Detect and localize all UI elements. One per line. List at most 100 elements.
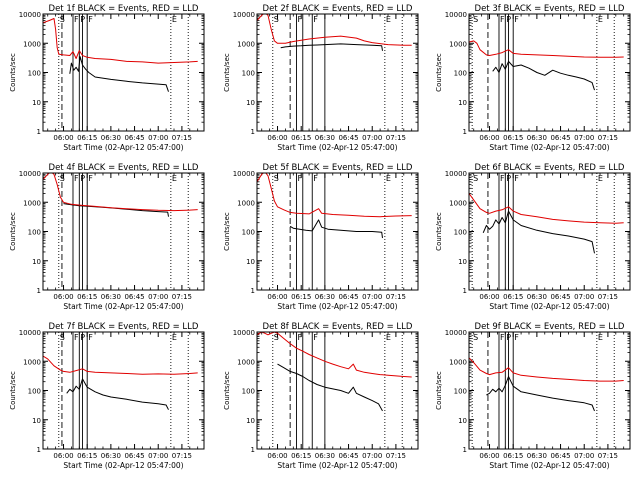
x-tick-label: 06:45 bbox=[338, 293, 358, 301]
panel-title: Det 8f BLACK = Events, RED = LLD bbox=[263, 322, 413, 332]
series-events-line bbox=[486, 376, 595, 412]
marker-label: E bbox=[172, 15, 177, 24]
y-axis-label: Counts/sec bbox=[223, 53, 231, 92]
series-lld-line bbox=[469, 193, 624, 224]
x-tick-label: 06:30 bbox=[101, 452, 121, 460]
x-tick-label: 07:00 bbox=[574, 452, 594, 460]
plot-frame bbox=[468, 172, 631, 291]
marker-label: F bbox=[74, 174, 79, 183]
x-tick-label: 06:00 bbox=[53, 452, 73, 460]
series-events-line bbox=[277, 363, 383, 412]
y-tick-label: 1 bbox=[251, 446, 255, 454]
panel-det-5f: Det 5f BLACK = Events, RED = LLD Counts/s… bbox=[223, 163, 419, 311]
x-tick-label: 06:15 bbox=[503, 134, 523, 142]
marker-label: F bbox=[313, 15, 318, 24]
y-tick-label: 10000 bbox=[445, 170, 467, 178]
marker-label: F bbox=[500, 333, 505, 342]
plot-frame bbox=[42, 331, 205, 450]
panel-title: Det 7f BLACK = Events, RED = LLD bbox=[49, 322, 199, 332]
x-tick-label: 07:15 bbox=[172, 452, 192, 460]
panel-title: Det 5f BLACK = Events, RED = LLD bbox=[263, 163, 413, 173]
x-tick-label: 07:15 bbox=[386, 134, 406, 142]
marker-label: F bbox=[297, 15, 302, 24]
x-tick-label: 06:15 bbox=[291, 134, 311, 142]
x-tick-label: 07:15 bbox=[598, 452, 618, 460]
y-tick-label: 1 bbox=[37, 287, 41, 295]
marker-label: E bbox=[598, 333, 603, 342]
panel-det-2f: Det 2f BLACK = Events, RED = LLD Counts/s… bbox=[223, 4, 419, 152]
x-tick-label: 06:00 bbox=[53, 293, 73, 301]
y-tick-label: 1000 bbox=[449, 199, 467, 207]
marker-label: F bbox=[88, 15, 93, 24]
panel-title: Det 4f BLACK = Events, RED = LLD bbox=[49, 163, 199, 173]
panel-det-3f: Det 3f BLACK = Events, RED = LLD Counts/s… bbox=[435, 4, 631, 152]
y-axis-label: Counts/sec bbox=[435, 371, 443, 410]
series-lld-line bbox=[43, 355, 198, 375]
series-lld-line bbox=[469, 357, 624, 382]
series-events-line bbox=[69, 56, 169, 92]
y-tick-label: 100 bbox=[242, 70, 255, 78]
x-tick-label: 06:00 bbox=[267, 134, 287, 142]
x-tick-label: 06:45 bbox=[338, 134, 358, 142]
x-tick-label: 07:00 bbox=[148, 293, 168, 301]
x-tick-label: 07:00 bbox=[574, 134, 594, 142]
x-tick-label: 07:00 bbox=[148, 134, 168, 142]
x-axis-label: Start Time (02-Apr-12 05:47:00) bbox=[489, 143, 609, 152]
series-lld-line bbox=[257, 14, 412, 46]
panel-title: Det 9f BLACK = Events, RED = LLD bbox=[475, 322, 625, 332]
y-tick-label: 1000 bbox=[23, 358, 41, 366]
y-tick-label: 1 bbox=[37, 128, 41, 136]
x-tick-label: 06:30 bbox=[315, 293, 335, 301]
x-axis-label: Start Time (02-Apr-12 05:47:00) bbox=[277, 302, 397, 311]
marker-label: F bbox=[514, 174, 519, 183]
marker-label: E bbox=[386, 333, 391, 342]
plot-frame bbox=[468, 13, 631, 132]
marker-label: S bbox=[274, 333, 279, 342]
x-tick-label: 06:00 bbox=[479, 134, 499, 142]
marker-label: F bbox=[297, 174, 302, 183]
y-tick-label: 100 bbox=[28, 388, 41, 396]
y-tick-label: 100 bbox=[28, 229, 41, 237]
x-tick-label: 06:45 bbox=[124, 134, 144, 142]
y-tick-label: 1 bbox=[463, 446, 467, 454]
y-tick-label: 1000 bbox=[237, 358, 255, 366]
panel-det-6f: Det 6f BLACK = Events, RED = LLD Counts/s… bbox=[435, 163, 631, 311]
y-tick-label: 1 bbox=[463, 128, 467, 136]
y-tick-label: 1000 bbox=[23, 199, 41, 207]
x-axis-label: Start Time (02-Apr-12 05:47:00) bbox=[489, 302, 609, 311]
y-tick-label: 10000 bbox=[233, 11, 255, 19]
y-tick-label: 10 bbox=[32, 258, 41, 266]
y-tick-label: 10000 bbox=[233, 170, 255, 178]
y-axis-label: Counts/sec bbox=[9, 212, 17, 251]
y-tick-label: 10 bbox=[32, 99, 41, 107]
y-tick-label: 100 bbox=[28, 70, 41, 78]
x-tick-label: 07:15 bbox=[386, 452, 406, 460]
panel-title: Det 3f BLACK = Events, RED = LLD bbox=[475, 4, 625, 14]
x-tick-label: 06:45 bbox=[550, 134, 570, 142]
y-tick-label: 100 bbox=[454, 388, 467, 396]
x-tick-label: 07:00 bbox=[362, 293, 382, 301]
x-tick-label: 06:30 bbox=[527, 293, 547, 301]
y-tick-label: 10 bbox=[458, 417, 467, 425]
y-tick-label: 10 bbox=[458, 258, 467, 266]
x-tick-label: 06:15 bbox=[291, 452, 311, 460]
plot-frame bbox=[256, 13, 419, 132]
x-tick-label: 07:00 bbox=[362, 452, 382, 460]
marker-label: S bbox=[274, 174, 279, 183]
y-tick-label: 10000 bbox=[19, 11, 41, 19]
marker-label: E bbox=[598, 15, 603, 24]
marker-label: F bbox=[297, 333, 302, 342]
y-tick-label: 100 bbox=[454, 229, 467, 237]
marker-label: E bbox=[172, 333, 177, 342]
y-tick-label: 10 bbox=[32, 417, 41, 425]
y-tick-label: 100 bbox=[454, 70, 467, 78]
plot-frame bbox=[256, 172, 419, 291]
series-events-line bbox=[280, 43, 383, 51]
x-tick-label: 07:15 bbox=[598, 134, 618, 142]
y-tick-label: 10000 bbox=[19, 329, 41, 337]
x-tick-label: 06:30 bbox=[315, 134, 335, 142]
x-tick-label: 06:30 bbox=[315, 452, 335, 460]
x-tick-label: 07:15 bbox=[172, 293, 192, 301]
y-tick-label: 1000 bbox=[23, 40, 41, 48]
plot-frame bbox=[468, 331, 631, 450]
